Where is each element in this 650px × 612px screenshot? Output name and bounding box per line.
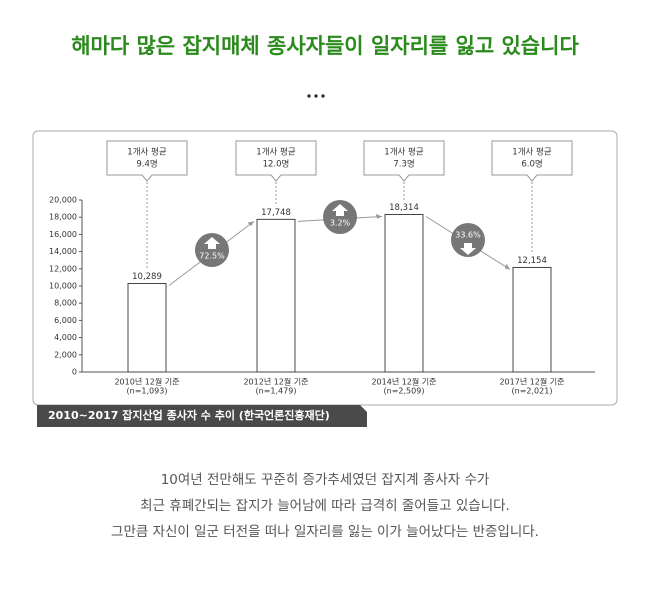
y-tick-label: 4,000 bbox=[54, 333, 77, 342]
x-tick-label: 2010년 12월 기준 bbox=[114, 377, 179, 387]
callout-label: 1개사 평균 bbox=[256, 147, 296, 158]
callout-box bbox=[106, 140, 188, 182]
sample-size: (n=2,021) bbox=[512, 387, 553, 396]
callout-value: 7.3명 bbox=[393, 159, 414, 170]
y-tick-label: 18,000 bbox=[49, 213, 77, 222]
change-arrow bbox=[332, 204, 348, 216]
bar bbox=[384, 213, 424, 373]
y-tick-label: 10,000 bbox=[49, 282, 77, 291]
x-tick-label: 2014년 12월 기준 bbox=[371, 377, 436, 387]
callout-box bbox=[491, 140, 573, 182]
change-arrow bbox=[460, 243, 476, 255]
sample-size: (n=1,479) bbox=[256, 387, 297, 396]
sample-size: (n=2,509) bbox=[384, 387, 425, 396]
y-tick-label: 8,000 bbox=[54, 299, 77, 308]
body-line: 10여년 전만해도 꾸준히 증가추세였던 잡지계 종사자 수가 bbox=[161, 472, 490, 488]
y-tick-label: 12,000 bbox=[49, 264, 77, 273]
callout-value: 9.4명 bbox=[136, 159, 157, 170]
y-tick-label: 2,000 bbox=[54, 350, 77, 359]
bar bbox=[256, 218, 296, 373]
bar bbox=[512, 266, 552, 373]
callout-box bbox=[363, 140, 445, 182]
caption-tab bbox=[37, 405, 367, 427]
change-arrow bbox=[204, 237, 220, 249]
bar bbox=[127, 283, 167, 373]
y-tick-label: 0 bbox=[72, 368, 77, 377]
change-label: 72.5% bbox=[199, 252, 225, 261]
value-label: 17,748 bbox=[261, 208, 291, 218]
connector-arrow bbox=[375, 213, 383, 219]
y-tick-label: 16,000 bbox=[49, 230, 77, 239]
value-label: 12,154 bbox=[517, 256, 547, 266]
change-label: 3.2% bbox=[330, 219, 351, 228]
callout-label: 1개사 평균 bbox=[384, 147, 424, 158]
sample-size: (n=1,093) bbox=[127, 387, 168, 396]
body-line: 그만큼 자신이 일군 터전을 떠나 일자리를 잃는 이가 늘어났다는 반증입니다… bbox=[111, 524, 539, 540]
callout-value: 12.0명 bbox=[263, 159, 290, 170]
callout-box bbox=[235, 140, 317, 182]
change-label: 33.6% bbox=[455, 231, 481, 240]
callout-label: 1개사 평균 bbox=[127, 147, 167, 158]
change-badge bbox=[323, 200, 357, 234]
x-tick-label: 2012년 12월 기준 bbox=[243, 377, 308, 387]
headline: 해마다 많은 잡지매체 종사자들이 일자리를 잃고 있습니다 bbox=[71, 34, 579, 58]
value-label: 10,289 bbox=[132, 272, 162, 282]
ellipsis bbox=[307, 94, 325, 98]
x-tick-label: 2017년 12월 기준 bbox=[499, 377, 564, 387]
y-tick-label: 6,000 bbox=[54, 316, 77, 325]
body-line: 최근 휴폐간되는 잡지가 늘어남에 따라 급격히 줄어들고 있습니다. bbox=[140, 498, 510, 514]
connector-arrow bbox=[504, 263, 510, 270]
connector-arrow bbox=[247, 221, 254, 226]
change-badge bbox=[451, 223, 485, 257]
value-label: 18,314 bbox=[389, 203, 419, 213]
callout-value: 6.0명 bbox=[521, 159, 542, 170]
callout-label: 1개사 평균 bbox=[512, 147, 552, 158]
y-tick-label: 14,000 bbox=[49, 247, 77, 256]
change-badge bbox=[195, 233, 229, 267]
chart-caption: 2010~2017 잡지산업 종사자 수 추이 (한국언론진흥재단) bbox=[48, 408, 330, 422]
y-tick-label: 20,000 bbox=[49, 196, 77, 205]
